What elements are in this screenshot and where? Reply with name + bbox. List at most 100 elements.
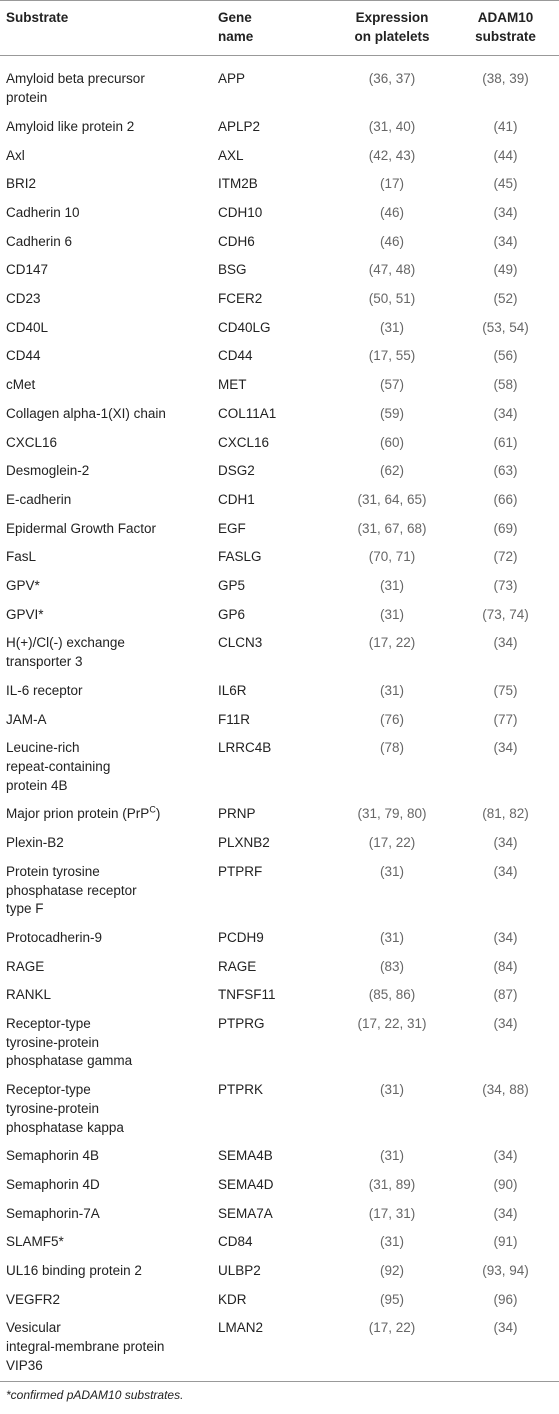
cell-text: (34)	[493, 863, 518, 879]
cell-text: (69)	[493, 520, 518, 536]
table-cell: (77)	[452, 706, 559, 735]
cell-text: (31, 89)	[368, 1176, 416, 1192]
table-cell: Vesicular integral-membrane protein VIP36	[0, 1314, 212, 1381]
cell-text: Semaphorin 4D	[6, 1176, 100, 1192]
cell-line: Vesicular	[6, 1320, 61, 1336]
table-cell: CD44	[212, 342, 332, 371]
table-cell: (36, 37)	[332, 56, 452, 113]
table-cell: CD84	[212, 1228, 332, 1257]
table-cell: (34)	[452, 400, 559, 429]
cell-line: Leucine-rich	[6, 740, 80, 756]
cell-text: Amyloid like protein 2	[6, 118, 135, 134]
cell-text: CD40L	[6, 319, 49, 335]
table-cell: cMet	[0, 371, 212, 400]
cell-text: (31)	[379, 1234, 404, 1250]
cell-text: (17)	[379, 176, 404, 192]
cell-text: APLP2	[218, 118, 261, 134]
table-cell: (31)	[332, 677, 452, 706]
table-cell: (70, 71)	[332, 543, 452, 572]
cell-text: Protocadherin-9	[6, 929, 103, 945]
table-cell: (17, 22)	[332, 829, 452, 858]
table-cell: CD23	[0, 285, 212, 314]
cell-text: PTPRK	[218, 1082, 264, 1098]
cell-text: (31)	[379, 863, 404, 879]
cell-line: Substrate	[6, 10, 69, 25]
cell-text: (52)	[493, 291, 518, 307]
table-cell: (31, 64, 65)	[332, 486, 452, 515]
table-cell: CDH10	[212, 199, 332, 228]
cell-text: (84)	[493, 958, 518, 974]
cell-text: PRNP	[218, 806, 256, 822]
table-cell: DSG2	[212, 457, 332, 486]
table-cell: (34)	[452, 858, 559, 924]
table-row: Collagen alpha-1(XI) chain COL11A1 (59) (34…	[0, 400, 559, 429]
table-cell: CDH6	[212, 228, 332, 257]
table-cell: PTPRK	[212, 1076, 332, 1142]
cell-text: (34)	[493, 405, 518, 421]
table-cell: (66)	[452, 486, 559, 515]
cell-text: (31)	[379, 578, 404, 594]
table-cell: TNFSF11	[212, 981, 332, 1010]
table-cell: (31, 79, 80)	[332, 800, 452, 829]
cell-text: DSG2	[218, 463, 255, 479]
table-cell: (17, 55)	[332, 342, 452, 371]
table-cell: (78)	[332, 734, 452, 800]
cell-text: (31)	[379, 1148, 404, 1164]
cell-text: (36, 37)	[368, 71, 416, 87]
cell-text: Cadherin 10	[6, 204, 80, 220]
cell-text: (17, 22)	[368, 635, 416, 651]
cell-text: CD147	[6, 262, 49, 278]
table-row: Epidermal Growth Factor EGF (31, 67, 68) (6…	[0, 515, 559, 544]
table-cell: GP5	[212, 572, 332, 601]
table-cell: APLP2	[212, 113, 332, 142]
table-row: IL-6 receptor IL6R (31) (75)	[0, 677, 559, 706]
cell-text: (73)	[493, 578, 518, 594]
cell-text: (91)	[493, 1234, 518, 1250]
table-cell: (69)	[452, 515, 559, 544]
table-row: Leucine-rich repeat-containing protein 4B L…	[0, 734, 559, 800]
table-row: UL16 binding protein 2 ULBP2 (92) (93, 94)	[0, 1257, 559, 1286]
table-cell: (87)	[452, 981, 559, 1010]
cell-text: Plexin-B2	[6, 835, 64, 851]
cell-text: Epidermal Growth Factor	[6, 520, 157, 536]
table-cell: CD147	[0, 256, 212, 285]
cell-text: (57)	[379, 377, 404, 393]
table-row: Receptor-type tyrosine-protein phosphatase…	[0, 1076, 559, 1142]
table-row: Semaphorin 4D SEMA4D (31, 89) (90)	[0, 1171, 559, 1200]
table-cell: CD40LG	[212, 314, 332, 343]
cell-text: (50, 51)	[368, 291, 416, 307]
cell-text: SEMA4D	[218, 1176, 274, 1192]
cell-text: GP5	[218, 578, 246, 594]
table-cell: FasL	[0, 543, 212, 572]
table-row: Receptor-type tyrosine-protein phosphatase…	[0, 1010, 559, 1076]
cell-text: CXCL16	[218, 434, 270, 450]
table-cell: SEMA4B	[212, 1142, 332, 1171]
cell-text: (83)	[379, 958, 404, 974]
table-row: CXCL16 CXCL16 (60) (61)	[0, 429, 559, 458]
table-cell: (75)	[452, 677, 559, 706]
table-cell: Leucine-rich repeat-containing protein 4B	[0, 734, 212, 800]
cell-text: (58)	[493, 377, 518, 393]
table-row: GPV* GP5 (31) (73)	[0, 572, 559, 601]
cell-text: (60)	[379, 434, 404, 450]
cell-text: (47, 48)	[368, 262, 416, 278]
cell-text: (75)	[493, 682, 518, 698]
cell-text: KDR	[218, 1291, 247, 1307]
table-cell: (34)	[452, 924, 559, 953]
table-cell: CLCN3	[212, 629, 332, 676]
table-row: CD23 FCER2 (50, 51) (52)	[0, 285, 559, 314]
cell-text: (73, 74)	[482, 606, 529, 622]
table-cell: (46)	[332, 199, 452, 228]
cell-text: IL6R	[218, 682, 247, 698]
table-cell: (34)	[452, 1010, 559, 1076]
cell-text: FasL	[6, 549, 37, 565]
table-cell: KDR	[212, 1286, 332, 1315]
table-cell: (61)	[452, 429, 559, 458]
table-row: Protocadherin-9 PCDH9 (31) (34)	[0, 924, 559, 953]
cell-text: Cadherin 6	[6, 233, 73, 249]
cell-text: GPV*	[6, 578, 40, 594]
table-cell: (31)	[332, 924, 452, 953]
table-cell: (31, 40)	[332, 113, 452, 142]
table-row: Semaphorin 4B SEMA4B (31) (34)	[0, 1142, 559, 1171]
cell-text: (31)	[379, 1082, 404, 1098]
